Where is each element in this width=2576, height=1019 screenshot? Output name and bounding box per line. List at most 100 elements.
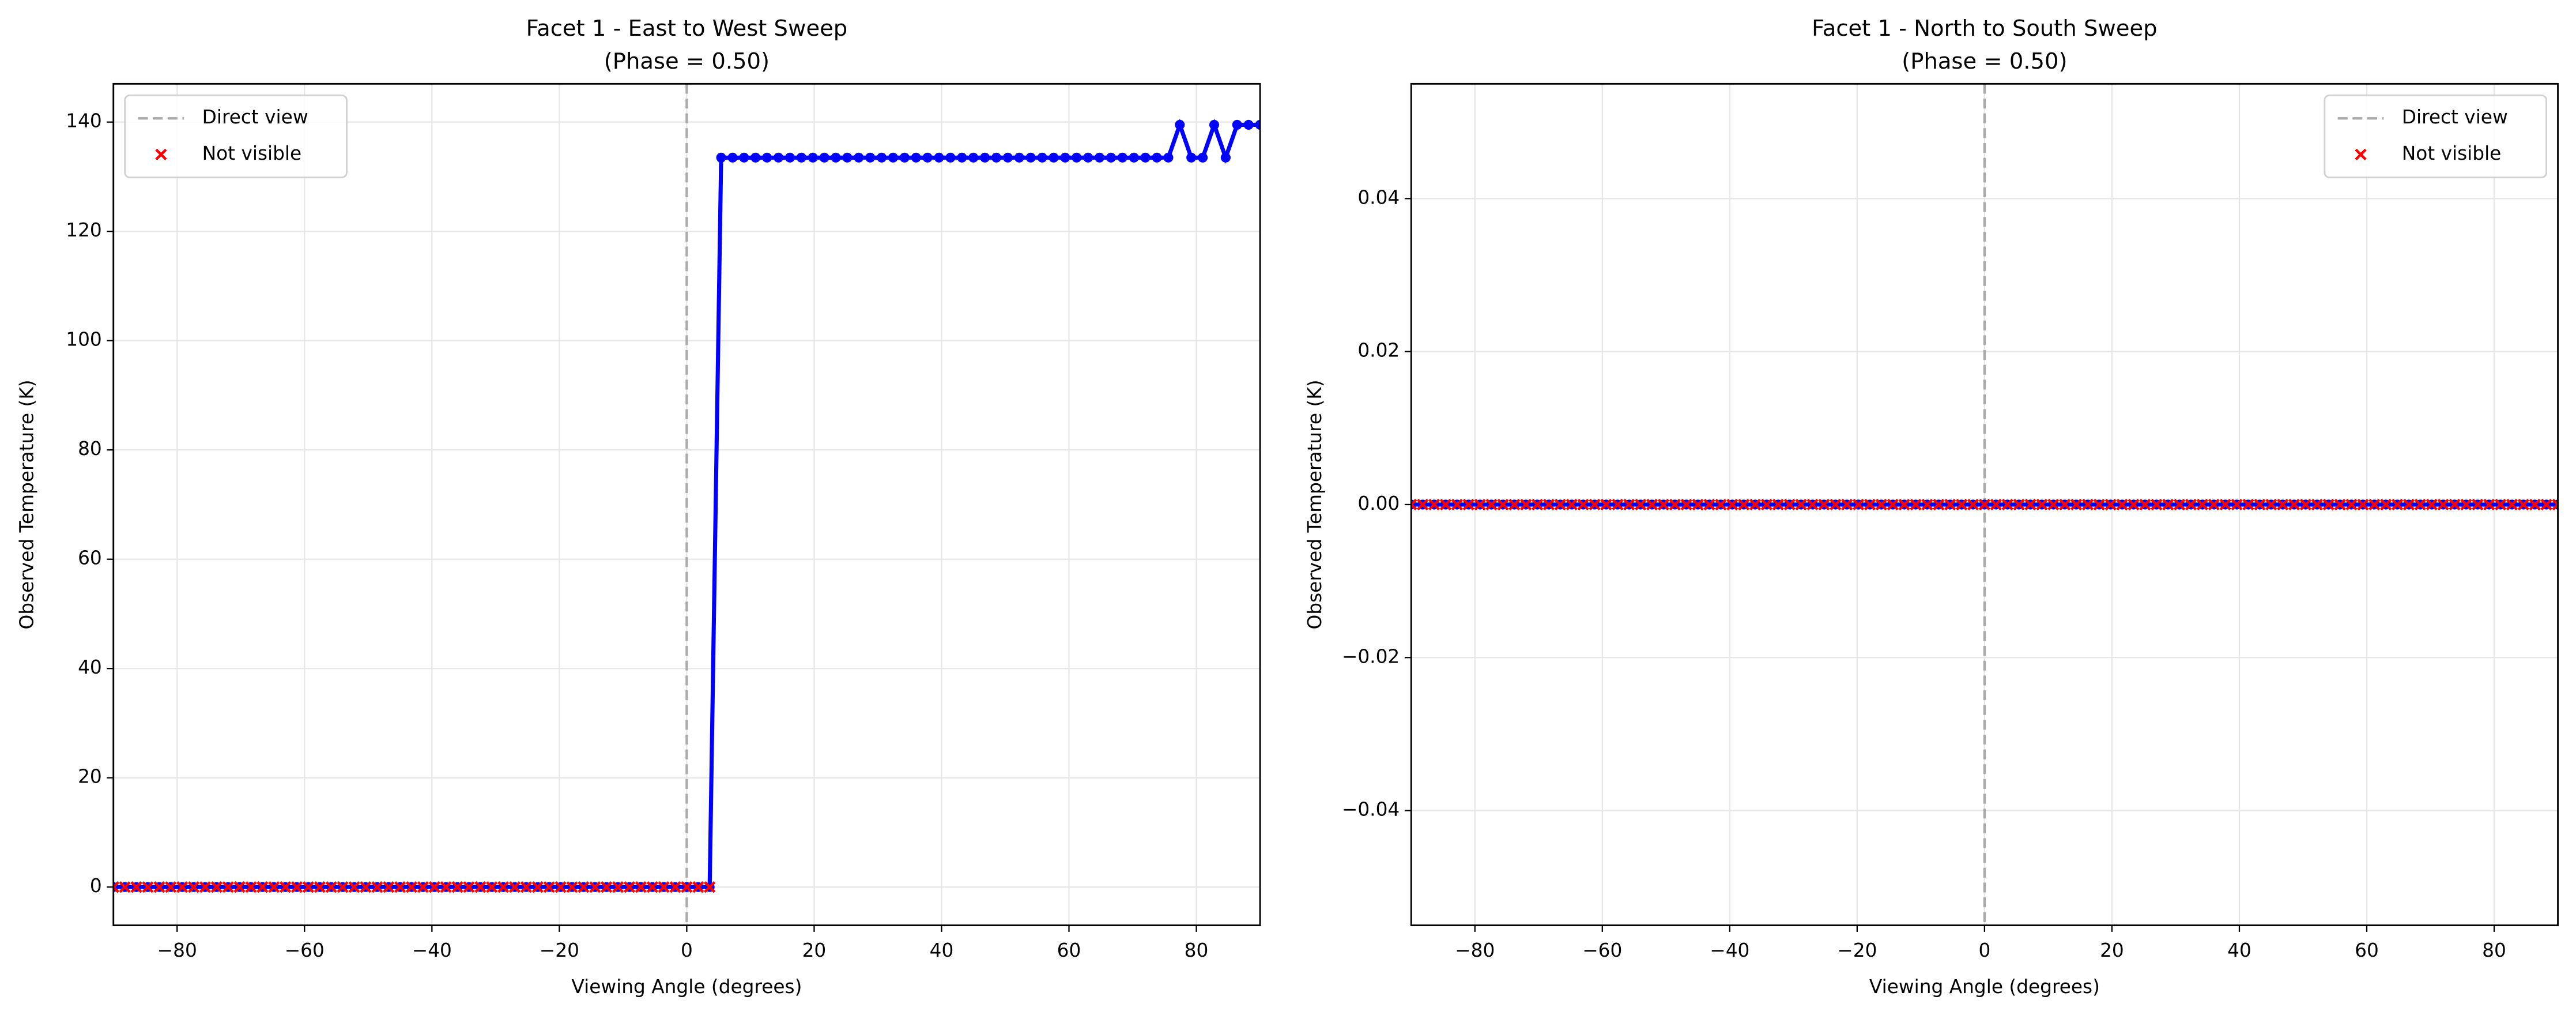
cross-stroke [2116, 498, 2128, 511]
legend-label: Not visible [202, 142, 302, 164]
cross-stroke [669, 881, 681, 893]
legend: Direct view Not visible [124, 94, 348, 179]
not-visible-marker [2047, 498, 2060, 511]
not-visible-marker [2265, 498, 2277, 511]
data-point [1186, 152, 1197, 163]
cross-stroke [2104, 498, 2117, 511]
cross-stroke [1749, 498, 1762, 511]
cross-stroke [1669, 498, 1681, 511]
cross-stroke [119, 881, 131, 893]
not-visible-marker [635, 881, 647, 893]
data-point [911, 152, 921, 163]
not-visible-marker [1978, 498, 1991, 511]
not-visible-marker [1818, 498, 1830, 511]
not-visible-marker [1852, 498, 1865, 511]
y-tick-label: 0.00 [1357, 492, 1400, 514]
data-point [945, 152, 956, 163]
not-visible-marker [600, 881, 613, 893]
not-visible-marker [1692, 498, 1704, 511]
data-point [968, 152, 979, 163]
cross-stroke [2449, 498, 2461, 511]
data-point [762, 152, 772, 163]
chart-title: Facet 1 - North to South Sweep [1812, 16, 2157, 42]
not-visible-marker [704, 881, 716, 893]
cross-stroke [1760, 498, 1773, 511]
not-visible-marker [1451, 498, 1463, 511]
cross-stroke [2299, 498, 2312, 511]
y-axis-label: Observed Temperature (K) [1304, 379, 1326, 629]
not-visible-marker [2058, 498, 2071, 511]
cross-stroke [279, 881, 292, 893]
cross-stroke [1411, 498, 1417, 507]
not-visible-marker [1887, 498, 1899, 511]
not-visible-marker [2162, 498, 2174, 511]
cross-stroke [1818, 498, 1830, 511]
not-visible-marker [692, 881, 704, 893]
data-point [1175, 119, 1185, 130]
cross-stroke [1411, 502, 1417, 511]
x-tick-label: 40 [2227, 939, 2251, 961]
data-point [888, 152, 899, 163]
cross-stroke [233, 881, 246, 893]
plot-frame [112, 82, 1261, 926]
cross-stroke [555, 881, 567, 893]
data-point [1129, 152, 1139, 163]
cross-stroke [2426, 498, 2438, 511]
cross-stroke [2219, 498, 2231, 511]
not-visible-marker [1955, 498, 1968, 511]
not-visible-marker [612, 881, 624, 893]
cross-stroke [1680, 498, 1692, 511]
cross-stroke [658, 881, 670, 893]
cross-stroke [2355, 148, 2367, 161]
cross-stroke [2437, 498, 2449, 511]
not-visible-marker [1933, 498, 1945, 511]
not-visible-marker [279, 881, 292, 893]
cross-stroke [1715, 498, 1727, 511]
not-visible-marker [245, 881, 257, 893]
cross-stroke [1485, 498, 1498, 511]
cross-stroke [1692, 498, 1704, 511]
not-visible-marker [2355, 148, 2367, 161]
not-visible-marker [1474, 498, 1486, 511]
cross-stroke [302, 881, 315, 893]
cross-stroke [508, 881, 521, 893]
not-visible-marker [2219, 498, 2231, 511]
not-visible-marker [1795, 498, 1807, 511]
cross-stroke [1520, 498, 1532, 511]
cross-stroke [1955, 498, 1968, 511]
not-visible-marker [566, 881, 578, 893]
not-visible-marker [1657, 498, 1670, 511]
not-visible-marker [142, 881, 154, 893]
not-visible-marker [486, 881, 498, 893]
cross-stroke [199, 881, 212, 893]
data-point [877, 152, 887, 163]
cross-stroke [165, 881, 177, 893]
not-visible-marker [360, 881, 372, 893]
cross-stroke [1554, 498, 1567, 511]
cross-stroke [2472, 498, 2484, 511]
data-point [773, 152, 784, 163]
cross-stroke [2552, 498, 2558, 507]
not-visible-marker [155, 148, 167, 161]
cross-stroke [1508, 498, 1521, 511]
cross-stroke [1806, 498, 1819, 511]
data-point [1094, 152, 1105, 163]
cross-stroke [623, 881, 636, 893]
not-visible-marker [2334, 498, 2346, 511]
not-visible-marker [681, 881, 693, 893]
not-visible-marker [1520, 498, 1532, 511]
not-visible-marker [2402, 498, 2415, 511]
cross-stroke [1852, 498, 1865, 511]
data-point [1025, 152, 1036, 163]
cross-stroke [1634, 498, 1647, 511]
y-tick-label: −0.04 [1342, 799, 1400, 821]
cross-stroke [1428, 498, 1440, 511]
not-visible-marker [1841, 498, 1853, 511]
cross-stroke [566, 881, 578, 893]
data-point [1072, 152, 1082, 163]
x-tick-label: 60 [2355, 939, 2379, 961]
cross-stroke [1887, 498, 1899, 511]
cross-stroke [2379, 498, 2392, 511]
data-point [727, 152, 738, 163]
y-axis-label: Observed Temperature (K) [16, 379, 38, 629]
